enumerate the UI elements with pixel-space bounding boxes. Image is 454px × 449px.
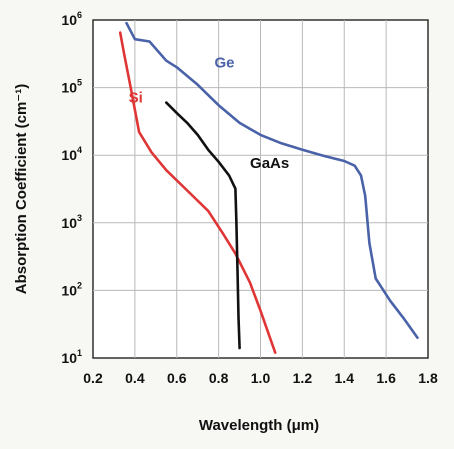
plot-grid [92,19,429,359]
series-label-si: Si [129,90,143,107]
series-line-gaas [165,101,241,350]
x-tick-label: 0.8 [209,370,229,386]
series-label-ge: Ge [214,54,234,71]
x-tick-label: 1.0 [251,370,271,386]
x-tick-label: 1.6 [376,370,396,386]
y-tick-label: 102 [61,280,82,298]
y-tick-label: 103 [61,213,82,231]
series-line-ge [125,21,419,339]
x-tick-label: 0.2 [83,370,103,386]
x-tick-label: 1.4 [335,370,355,386]
x-tick-labels: 0.2 0.4 0.6 0.8 1.0 1.2 1.4 1.6 1.8 [83,370,438,386]
x-tick-label: 1.2 [293,370,313,386]
y-tick-label: 106 [61,10,82,28]
x-axis-label: Wavelength (μm) [199,417,319,434]
x-tick-label: 0.4 [125,370,145,386]
y-axis-label: Absorption Coefficient (cm⁻¹) [13,84,30,294]
y-tick-label: 105 [61,78,82,96]
x-tick-label: 1.8 [418,370,438,386]
y-tick-label: 104 [61,145,82,163]
series-layer: Ge Si GaAs [118,21,419,354]
y-tick-labels: 101 102 103 104 105 106 [61,10,82,366]
x-tick-label: 0.6 [167,370,187,386]
series-label-gaas: GaAs [250,155,289,172]
series-line-si [118,31,277,354]
y-tick-label: 101 [61,348,82,366]
